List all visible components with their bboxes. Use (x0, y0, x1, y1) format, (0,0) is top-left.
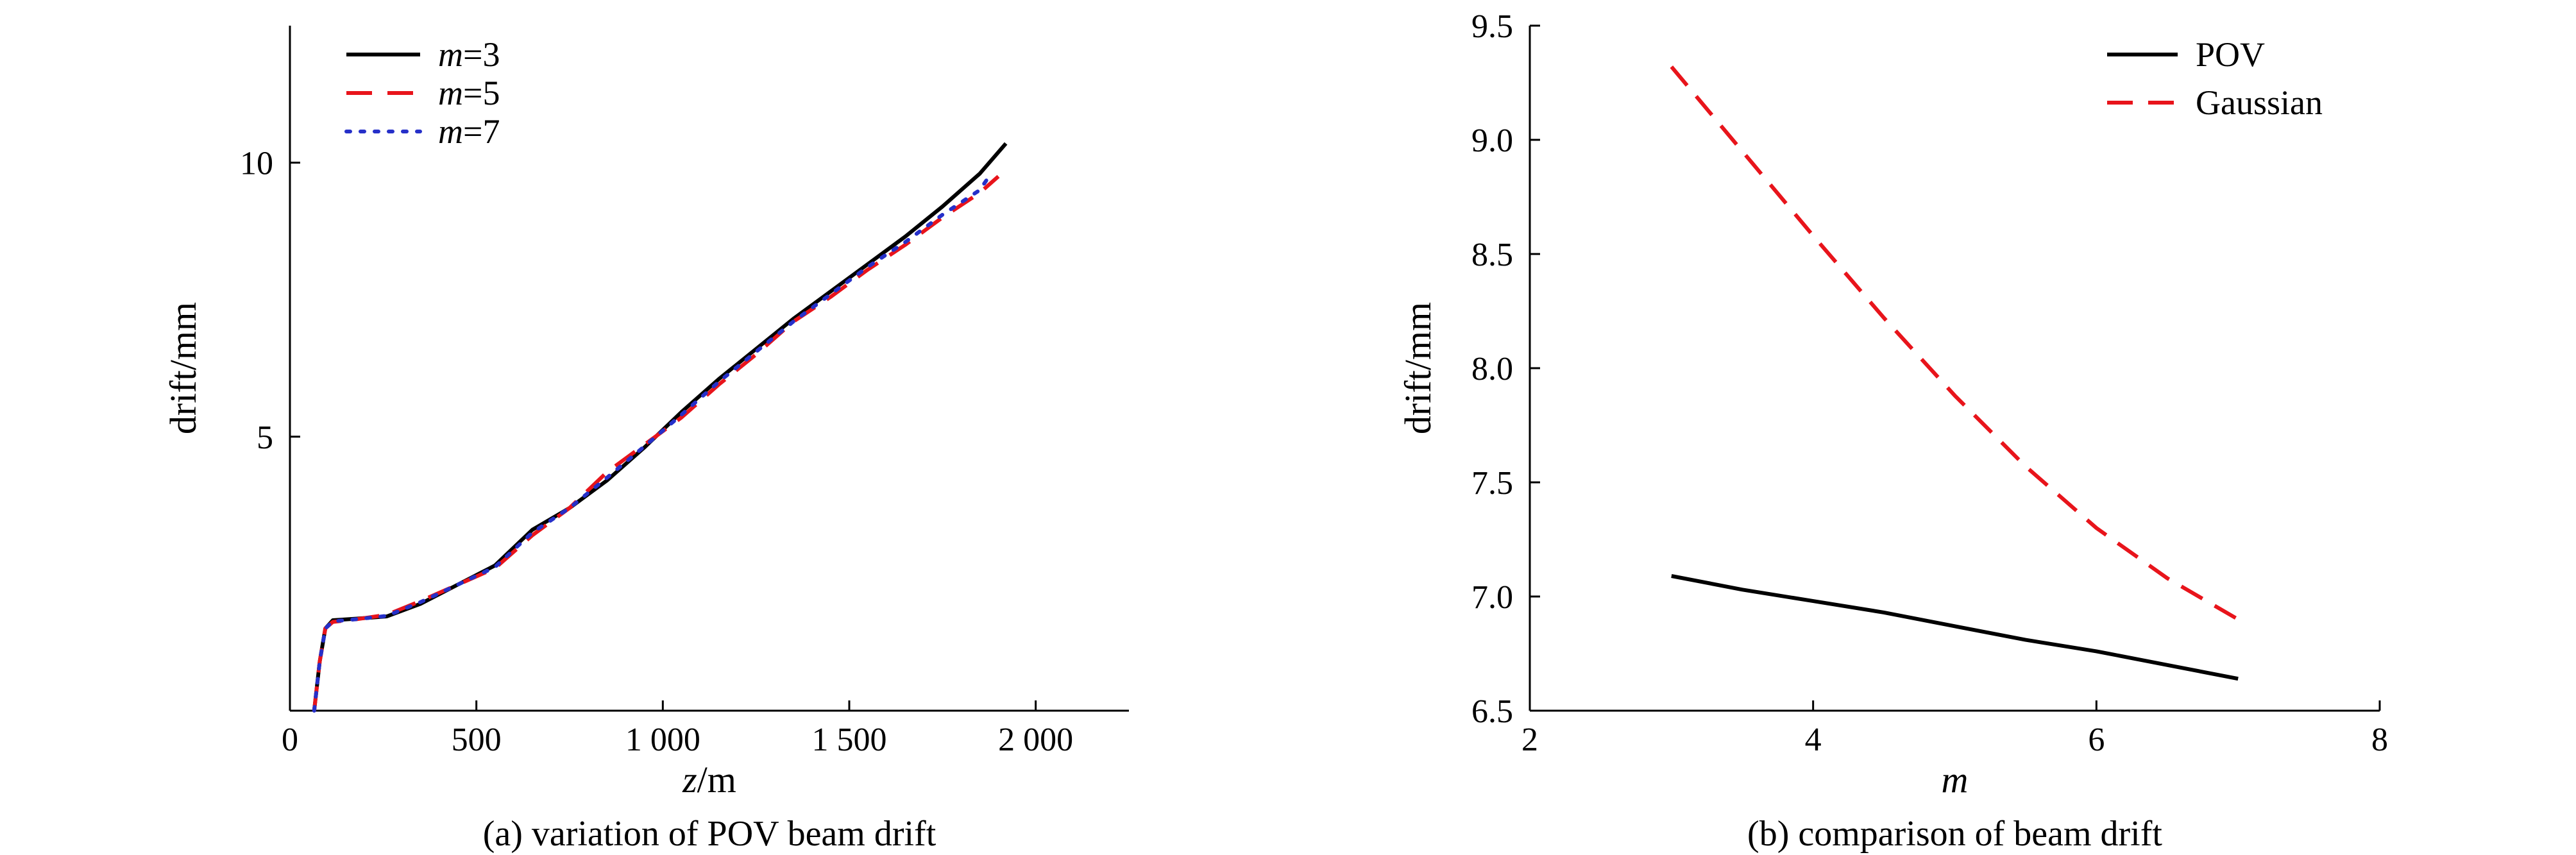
legend-label-rest-b-1: Gaussian (2196, 83, 2323, 122)
legend-label-italic-a-2: m (438, 112, 463, 151)
x-tick-label-b-0: 2 (1521, 722, 1538, 758)
legend-label-rest-b-0: POV (2196, 35, 2265, 74)
legend-b: POV Gaussian (2107, 35, 2323, 122)
x-tick-label-b-2: 6 (2088, 722, 2105, 758)
x-tick-label-a-4: 2 000 (998, 722, 1073, 758)
y-tick-label-b-5: 9.0 (1471, 123, 1513, 159)
legend-label-rest-a-2: =7 (463, 112, 500, 151)
series-line-a-2 (312, 171, 993, 713)
y-tick-label-b-2: 7.5 (1471, 465, 1513, 502)
legend-label-a-1: m=5 (438, 74, 500, 112)
series-line-b-1 (1670, 65, 2239, 622)
x-tick-label-a-3: 1 500 (812, 722, 887, 758)
panel-a-drift-vs-z: 0 500 1 000 1 500 2 000 5 10 drift/mm z/m (a) var… (162, 26, 1129, 854)
series-line-b-0 (1671, 574, 2239, 681)
y-axis-title-a: drift/mm (162, 302, 204, 434)
series-line-a-1 (312, 174, 1000, 711)
legend-label-a-2: m=7 (438, 112, 500, 151)
x-axis-title-a: z/m (682, 759, 736, 800)
y-tick-label-b-0: 6.5 (1471, 693, 1513, 730)
y-tick-label-a-1: 10 (240, 146, 273, 182)
legend-label-a-0: m=3 (438, 35, 500, 74)
legend-a: m=3m=5m=7 (344, 35, 500, 151)
legend-label-rest-a-1: =5 (463, 74, 500, 112)
x-tick-label-a-1: 500 (452, 722, 502, 758)
x-tick-label-a-2: 1 000 (625, 722, 700, 758)
legend-label-b-0: POV (2196, 35, 2265, 74)
x-axis-title-rest-a: /m (697, 759, 736, 800)
y-tick-label-b-6: 9.5 (1471, 8, 1513, 45)
x-axis-title-italic-b: m (1942, 759, 1969, 800)
x-tick-label-b-3: 8 (2371, 722, 2388, 758)
x-tick-label-a-0: 0 (282, 722, 298, 758)
panel-b-drift-vs-m: 2 4 6 8 6.5 7.0 7.5 8.0 8.5 9.0 9.5 drift/mm m (b) co… (1397, 8, 2388, 854)
series-line-a-0 (312, 142, 1008, 711)
legend-label-italic-a-0: m (438, 35, 463, 74)
caption-b: (b) comparison of beam drift (1747, 814, 2162, 854)
x-tick-label-b-1: 4 (1805, 722, 1822, 758)
x-axis-title-b: m (1942, 759, 1969, 800)
y-axis-title-b: drift/mm (1397, 302, 1439, 434)
legend-label-rest-a-0: =3 (463, 35, 500, 74)
legend-label-b-1: Gaussian (2196, 83, 2323, 122)
x-axis-title-italic-a: z (682, 759, 697, 800)
y-tick-label-b-4: 8.5 (1471, 237, 1513, 273)
y-tick-label-b-3: 8.0 (1471, 351, 1513, 387)
legend-label-italic-a-1: m (438, 74, 463, 112)
y-tick-label-a-0: 5 (257, 419, 273, 456)
caption-a: (a) variation of POV beam drift (483, 814, 936, 854)
y-tick-label-b-1: 7.0 (1471, 579, 1513, 616)
